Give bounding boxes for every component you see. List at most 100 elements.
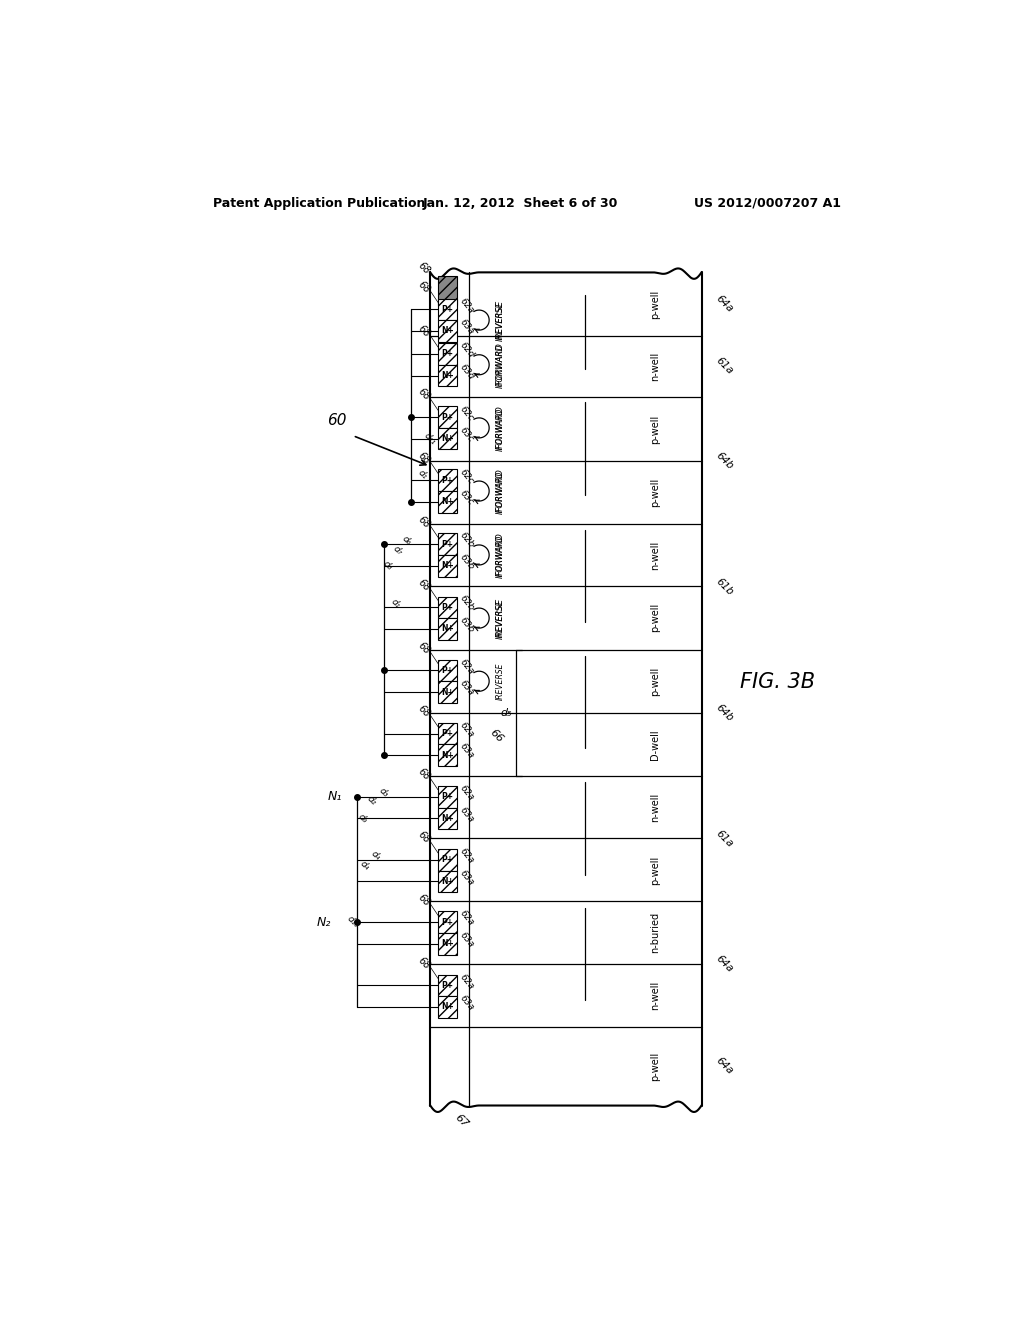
Text: 68: 68 bbox=[416, 829, 432, 846]
Text: d₁₁: d₁₁ bbox=[423, 430, 438, 446]
Text: 64a: 64a bbox=[715, 1056, 735, 1077]
Text: D-well: D-well bbox=[650, 729, 660, 760]
Text: p-well: p-well bbox=[650, 855, 660, 884]
Bar bbox=[438, 491, 458, 512]
Text: N+: N+ bbox=[441, 751, 454, 759]
Text: IFORWARD: IFORWARD bbox=[496, 470, 505, 512]
Text: 68: 68 bbox=[416, 513, 432, 529]
Bar bbox=[438, 974, 458, 997]
Text: N+: N+ bbox=[441, 1002, 454, 1011]
Text: 62d: 62d bbox=[458, 341, 476, 359]
Text: p-well: p-well bbox=[650, 289, 660, 318]
Text: N+: N+ bbox=[441, 498, 454, 507]
Text: P+: P+ bbox=[441, 603, 454, 611]
Text: N+: N+ bbox=[441, 434, 454, 444]
Text: 64a: 64a bbox=[715, 954, 735, 974]
Bar bbox=[438, 808, 458, 829]
Text: 62a: 62a bbox=[458, 657, 475, 676]
Text: 62a: 62a bbox=[458, 846, 475, 866]
Bar bbox=[438, 298, 458, 321]
Text: P+: P+ bbox=[441, 981, 454, 990]
Text: 68: 68 bbox=[416, 640, 432, 656]
Text: IFORWARD: IFORWARD bbox=[496, 342, 505, 388]
Text: d₃: d₃ bbox=[377, 787, 390, 800]
Text: P+: P+ bbox=[441, 792, 454, 801]
Text: n-well: n-well bbox=[650, 792, 660, 822]
Bar bbox=[438, 533, 458, 554]
Text: d₉: d₉ bbox=[356, 812, 370, 825]
Text: FIG. 3B: FIG. 3B bbox=[740, 672, 815, 692]
Text: d₇: d₇ bbox=[391, 544, 404, 557]
Text: n-well: n-well bbox=[650, 351, 660, 381]
Text: d₈: d₈ bbox=[381, 560, 394, 573]
Text: 62b: 62b bbox=[458, 531, 476, 550]
Text: N+: N+ bbox=[441, 814, 454, 822]
Text: P+: P+ bbox=[441, 917, 454, 927]
Bar bbox=[438, 785, 458, 808]
Text: 68: 68 bbox=[416, 260, 432, 276]
Text: P+: P+ bbox=[441, 540, 454, 549]
Text: IREVERSE: IREVERSE bbox=[496, 598, 505, 639]
Bar bbox=[438, 343, 458, 364]
Text: 61a: 61a bbox=[715, 828, 735, 849]
Bar bbox=[438, 723, 458, 744]
Text: p-well: p-well bbox=[650, 478, 660, 507]
Text: Patent Application Publication: Patent Application Publication bbox=[213, 197, 426, 210]
Text: p-well: p-well bbox=[650, 1052, 660, 1081]
Text: p-well: p-well bbox=[650, 603, 660, 632]
Text: d₄: d₄ bbox=[370, 850, 383, 862]
Text: 68: 68 bbox=[416, 956, 432, 972]
Text: P+: P+ bbox=[441, 475, 454, 484]
Text: IREVERSE: IREVERSE bbox=[496, 301, 505, 339]
Text: 62a: 62a bbox=[458, 972, 475, 991]
Text: P+: P+ bbox=[441, 350, 454, 359]
Text: p-well: p-well bbox=[650, 414, 660, 444]
Text: N+: N+ bbox=[441, 371, 454, 380]
Text: 63a: 63a bbox=[458, 869, 475, 887]
Text: 63a: 63a bbox=[458, 805, 475, 824]
Text: Jan. 12, 2012  Sheet 6 of 30: Jan. 12, 2012 Sheet 6 of 30 bbox=[423, 197, 617, 210]
Text: 63b: 63b bbox=[458, 552, 476, 572]
Bar bbox=[438, 428, 458, 449]
Bar bbox=[438, 597, 458, 618]
Text: N+: N+ bbox=[441, 688, 454, 697]
Bar bbox=[438, 470, 458, 491]
Text: N+: N+ bbox=[441, 624, 454, 634]
Text: P+: P+ bbox=[441, 305, 454, 314]
Text: 62c: 62c bbox=[458, 467, 475, 486]
Text: 62a: 62a bbox=[458, 296, 475, 315]
Text: 66: 66 bbox=[487, 727, 505, 744]
Text: d₁₀: d₁₀ bbox=[345, 915, 360, 931]
Text: IFORWARD: IFORWARD bbox=[496, 532, 505, 578]
Text: n-well: n-well bbox=[650, 981, 660, 1010]
Bar bbox=[438, 660, 458, 681]
Bar bbox=[438, 618, 458, 640]
Bar bbox=[438, 744, 458, 766]
Text: US 2012/0007207 A1: US 2012/0007207 A1 bbox=[694, 197, 841, 210]
Bar bbox=[438, 681, 458, 702]
Text: P+: P+ bbox=[441, 729, 454, 738]
Text: 64b: 64b bbox=[714, 702, 735, 723]
Text: 68: 68 bbox=[416, 323, 432, 339]
Text: 62a: 62a bbox=[458, 784, 475, 803]
Text: 64a: 64a bbox=[715, 293, 735, 314]
Text: 63d: 63d bbox=[458, 362, 476, 381]
Text: IFORWARD: IFORWARD bbox=[496, 405, 505, 451]
Bar bbox=[438, 407, 458, 428]
Text: 62a: 62a bbox=[458, 909, 475, 928]
Text: 63a: 63a bbox=[458, 742, 475, 760]
Text: 63b: 63b bbox=[458, 615, 476, 635]
Text: d₁: d₁ bbox=[416, 467, 429, 480]
Text: 63c: 63c bbox=[458, 425, 475, 444]
Bar bbox=[438, 997, 458, 1018]
Bar bbox=[438, 849, 458, 871]
Text: IFORWARD: IFORWARD bbox=[496, 469, 505, 513]
Text: 67: 67 bbox=[453, 1113, 470, 1130]
Text: 62c: 62c bbox=[458, 404, 475, 422]
Text: IREVERSE: IREVERSE bbox=[496, 663, 505, 700]
Bar bbox=[438, 321, 458, 342]
Text: d₂: d₂ bbox=[366, 795, 379, 807]
Text: 68: 68 bbox=[416, 767, 432, 783]
Text: IFORWARD: IFORWARD bbox=[496, 345, 505, 385]
Bar bbox=[438, 364, 458, 387]
